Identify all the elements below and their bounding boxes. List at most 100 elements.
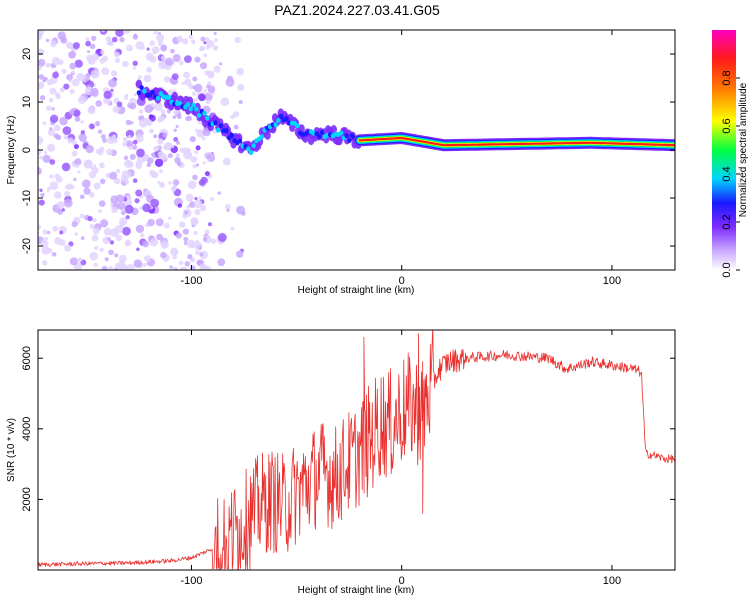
noise-blob (46, 189, 50, 193)
noise-blob (199, 252, 204, 257)
noise-blob (72, 70, 76, 74)
noise-blob (122, 226, 131, 236)
noise-blob (51, 252, 57, 257)
noise-blob (170, 186, 177, 192)
noise-blob (195, 163, 200, 167)
noise-blob (150, 198, 160, 208)
noise-blob (172, 179, 180, 186)
noise-blob (74, 158, 82, 166)
noise-blob (121, 170, 131, 180)
noise-blob (153, 134, 158, 139)
noise-blob (59, 230, 64, 235)
noise-blob (194, 56, 201, 63)
noise-blob (187, 180, 197, 190)
noise-blob (181, 81, 185, 85)
noise-blob (74, 232, 79, 236)
noise-blob (132, 60, 138, 66)
noise-blob (157, 151, 165, 158)
noise-blob (49, 181, 59, 191)
noise-blob (132, 178, 138, 183)
noise-blob (192, 164, 197, 169)
noise-blob (149, 128, 154, 134)
noise-blob (142, 240, 150, 248)
tone-core (295, 123, 300, 129)
noise-blob (99, 178, 106, 185)
noise-blob (46, 105, 52, 112)
noise-blob (53, 133, 60, 139)
noise-blob (73, 144, 79, 150)
noise-blob (117, 202, 126, 211)
noise-blob (236, 67, 244, 76)
noise-blob (149, 40, 155, 47)
noise-blob (47, 143, 56, 152)
noise-blob (122, 141, 128, 147)
noise-blob (179, 266, 186, 270)
noise-blob (97, 129, 103, 134)
noise-blob (153, 30, 158, 35)
noise-blob (82, 179, 91, 188)
noise-blob (184, 210, 189, 215)
noise-blob (49, 127, 53, 131)
noise-blob (39, 95, 46, 101)
spectrogram-xlabel: Height of straight line (km) (298, 285, 415, 296)
noise-blob (139, 206, 143, 210)
noise-blob (157, 40, 163, 47)
noise-blob (207, 85, 216, 93)
noise-blob (109, 228, 119, 238)
noise-blob (50, 40, 57, 48)
noise-blob (156, 34, 165, 42)
colorbar-ticks: 0.0 0.2 0.4 0.6 0.8 (721, 70, 740, 278)
tone-core (347, 138, 352, 143)
noise-blob (49, 159, 56, 165)
noise-blob (206, 40, 215, 48)
snr-ticks: -100 0 100 2000 4000 6000 (21, 330, 675, 587)
noise-blob (90, 69, 100, 79)
noise-blob (177, 203, 182, 208)
noise-blob (124, 239, 132, 247)
noise-blob (163, 222, 170, 229)
noise-blob (43, 150, 48, 155)
noise-blob (127, 135, 132, 139)
noise-blob (111, 206, 118, 214)
noise-blob (192, 76, 198, 82)
noise-blob (46, 248, 53, 254)
noise-blob (191, 91, 196, 96)
tone-core (246, 146, 251, 152)
noise-blob (193, 230, 198, 236)
noise-blob (205, 99, 211, 105)
noise-blob (74, 116, 81, 122)
noise-blob (108, 249, 114, 256)
noise-blob (190, 156, 198, 163)
noise-blob (102, 138, 107, 143)
noise-blob (149, 56, 157, 63)
noise-blob (77, 257, 83, 263)
noise-blob (163, 76, 171, 83)
noise-blob (114, 253, 119, 258)
snr-plot (38, 330, 675, 570)
noise-blob (220, 97, 230, 107)
noise-blob (89, 224, 95, 229)
snr-ytick-label: 4000 (21, 417, 33, 441)
noise-blob (165, 57, 174, 66)
noise-blob (170, 247, 179, 256)
noise-blob (54, 124, 61, 132)
snr-xtick-label: -100 (180, 575, 202, 587)
noise-blob (194, 197, 198, 201)
colorbar-tick-label: 0.4 (721, 166, 733, 181)
noise-blob (101, 67, 110, 76)
noise-blob (186, 205, 191, 209)
noise-blob (199, 204, 207, 212)
noise-blob (100, 134, 106, 140)
noise-blob (172, 115, 177, 119)
tone-core (177, 100, 183, 106)
noise-blob (234, 36, 241, 44)
noise-blob (182, 38, 189, 45)
noise-blob (202, 161, 206, 165)
noise-blob (103, 227, 112, 236)
noise-blob (213, 31, 217, 35)
noise-blob (114, 267, 118, 270)
noise-blob (114, 177, 121, 185)
noise-blob (202, 128, 211, 137)
